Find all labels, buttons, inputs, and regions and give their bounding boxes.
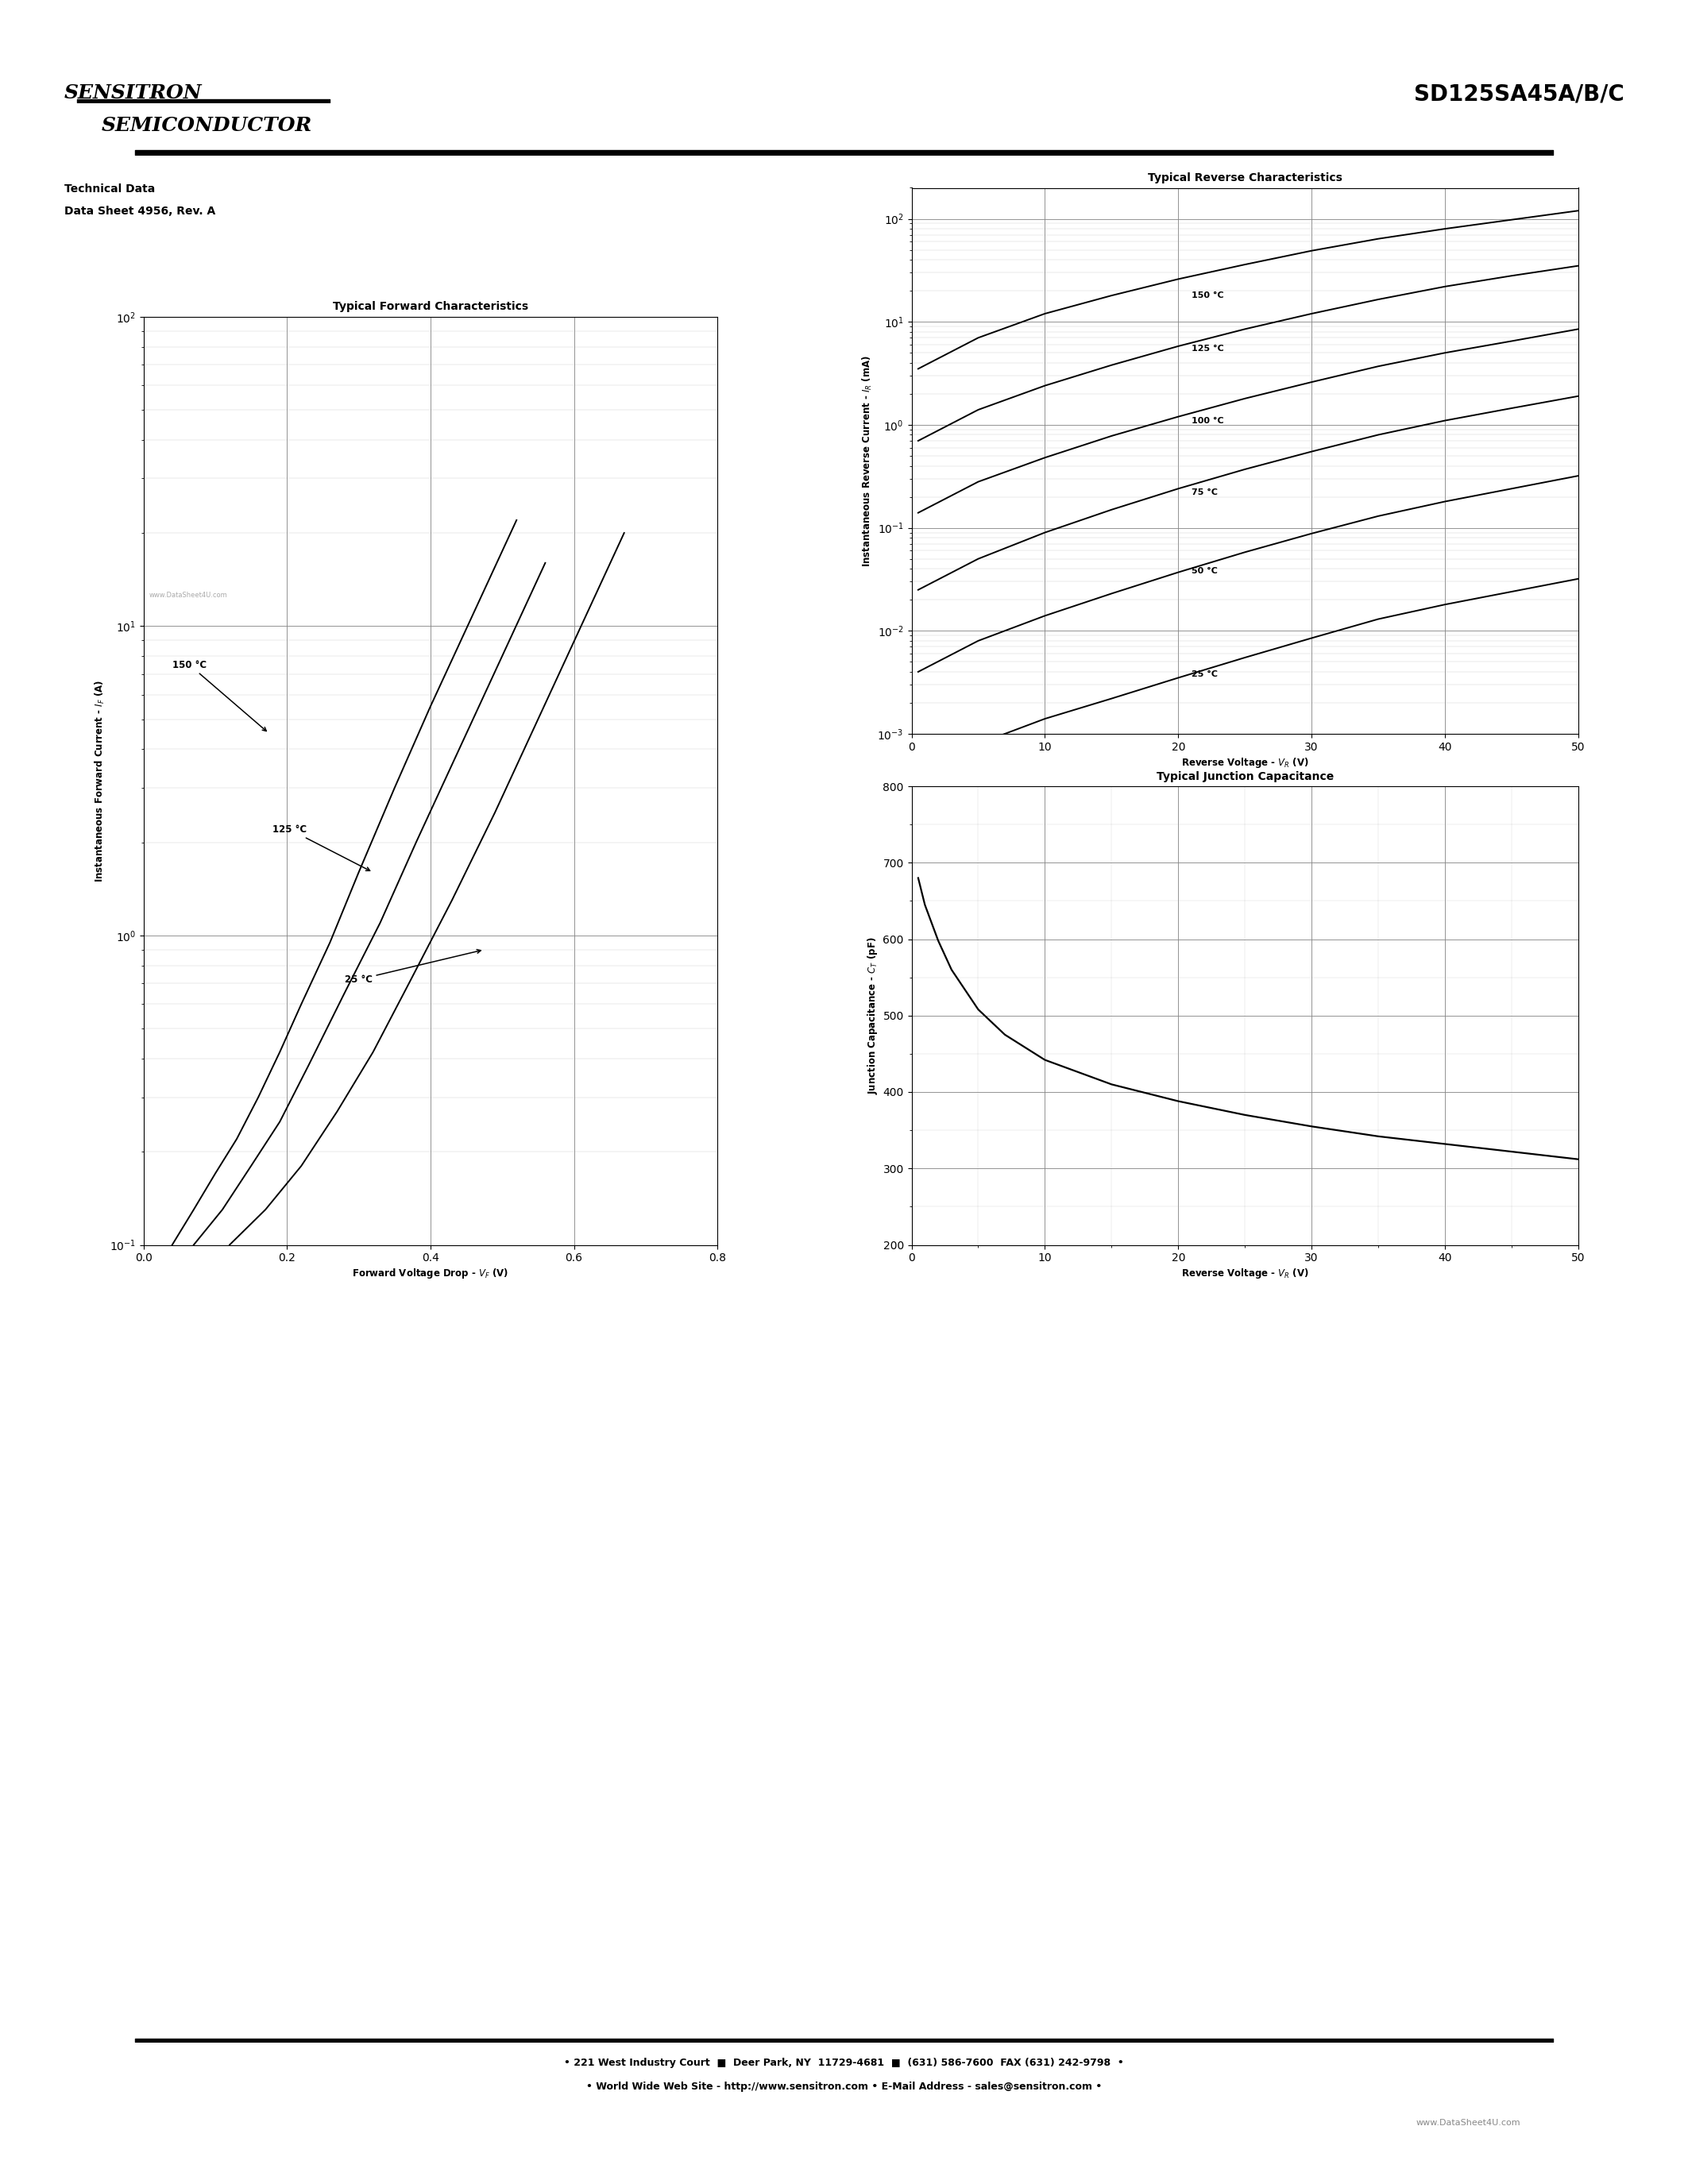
X-axis label: Reverse Voltage - $V_R$ (V): Reverse Voltage - $V_R$ (V) [1182,1267,1308,1280]
Text: Technical Data: Technical Data [64,183,155,194]
Text: 150 °C: 150 °C [172,660,267,732]
Title: Typical Reverse Characteristics: Typical Reverse Characteristics [1148,173,1342,183]
Text: 150 °C: 150 °C [1192,293,1224,299]
Text: SENSITRON: SENSITRON [64,83,203,103]
Text: 125 °C: 125 °C [273,823,370,871]
Text: 25 °C: 25 °C [344,950,481,985]
Y-axis label: Instantaneous Reverse Current - $I_R$ (mA): Instantaneous Reverse Current - $I_R$ (m… [861,354,874,568]
Text: SEMICONDUCTOR: SEMICONDUCTOR [101,116,312,135]
Title: Typical Junction Capacitance: Typical Junction Capacitance [1156,771,1334,782]
Text: SD125SA45A/B/C: SD125SA45A/B/C [1413,83,1624,105]
Text: • World Wide Web Site - http://www.sensitron.com • E-Mail Address - sales@sensit: • World Wide Web Site - http://www.sensi… [586,2081,1102,2092]
Text: Data Sheet 4956, Rev. A: Data Sheet 4956, Rev. A [64,205,216,216]
Y-axis label: Junction Capacitance - $C_T$ (pF): Junction Capacitance - $C_T$ (pF) [866,937,879,1094]
Text: 125 °C: 125 °C [1192,345,1224,352]
Title: Typical Forward Characteristics: Typical Forward Characteristics [333,301,528,312]
Text: 75 °C: 75 °C [1192,489,1217,496]
Text: • 221 West Industry Court  ■  Deer Park, NY  11729-4681  ■  (631) 586-7600  FAX : • 221 West Industry Court ■ Deer Park, N… [564,2057,1124,2068]
X-axis label: Reverse Voltage - $V_R$ (V): Reverse Voltage - $V_R$ (V) [1182,756,1308,769]
X-axis label: Forward Voltage Drop - $V_F$ (V): Forward Voltage Drop - $V_F$ (V) [353,1267,508,1280]
Text: 100 °C: 100 °C [1192,417,1224,424]
Text: www.DataSheet4U.com: www.DataSheet4U.com [1416,2118,1521,2127]
Text: 50 °C: 50 °C [1192,568,1217,574]
Text: www.DataSheet4U.com: www.DataSheet4U.com [149,592,228,598]
Text: 25 °C: 25 °C [1192,670,1217,677]
Y-axis label: Instantaneous Forward Current - $I_F$ (A): Instantaneous Forward Current - $I_F$ (A… [93,679,106,882]
